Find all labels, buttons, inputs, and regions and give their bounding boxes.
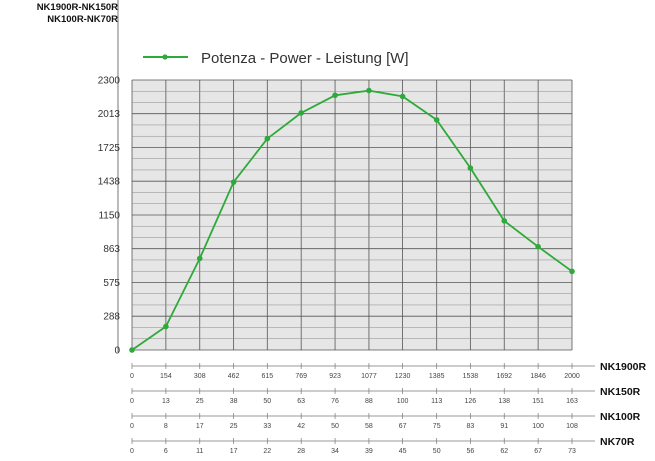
- scale-tick-label: 0: [130, 398, 134, 405]
- data-point: [535, 243, 541, 250]
- y-tick-label: 2013: [98, 109, 121, 120]
- scale-tick-label: 45: [399, 448, 407, 455]
- data-point: [366, 87, 372, 94]
- scale-tick-label: 62: [500, 448, 508, 455]
- scale-tick-label: 25: [196, 398, 204, 405]
- scale-name-label: NK150R: [600, 386, 641, 398]
- scale-tick-label: 1385: [429, 373, 445, 380]
- x-scales: 0 154 308 462 615 769 923 1077 1230 1385 1538 1692 1…: [130, 361, 646, 455]
- scale-tick-label: 28: [297, 448, 305, 455]
- scale-tick-label: 163: [566, 398, 578, 405]
- data-point: [501, 218, 508, 224]
- legend-label: Potenza - Power - Leistung [W]: [201, 50, 409, 67]
- y-tick-labels: 0 288 575 863 1150 1438 1725 2013 2300: [98, 76, 121, 357]
- scale-tick-label: 75: [433, 423, 441, 430]
- scale-tick-label: 22: [263, 448, 271, 455]
- scale-tick-label: 73: [568, 448, 576, 455]
- scale-tick-label: 76: [331, 398, 339, 405]
- legend-marker: [162, 54, 168, 60]
- scale-tick-label: 769: [295, 373, 307, 380]
- scale-tick-label: 17: [196, 423, 204, 430]
- scale-tick-label: 63: [297, 398, 305, 405]
- scale-tick-label: 1692: [496, 373, 512, 380]
- data-point: [467, 165, 474, 171]
- y-tick-label: 1438: [98, 177, 121, 188]
- y-tick-label: 288: [103, 312, 120, 323]
- scale-tick-label: 67: [399, 423, 407, 430]
- scale-tick-label: 17: [230, 448, 238, 455]
- scale-tick-label: 56: [466, 448, 474, 455]
- scale-tick-label: 38: [230, 398, 238, 405]
- data-point: [298, 110, 304, 116]
- scale-tick-label: 108: [566, 423, 578, 430]
- scale-tick-label: 91: [500, 423, 508, 430]
- scale-tick-label: 0: [130, 373, 134, 380]
- y-tick-label: 2300: [98, 76, 121, 87]
- data-point: [332, 92, 338, 99]
- models-title-line1: NK1900R-NK150R: [36, 2, 118, 13]
- y-tick-label: 863: [103, 244, 120, 255]
- data-point: [129, 347, 135, 353]
- y-tick-label: 1725: [98, 143, 121, 154]
- data-point: [264, 135, 271, 142]
- scale-tick-label: 154: [160, 373, 172, 380]
- scale-tick-label: 462: [228, 373, 240, 380]
- scale-tick-label: 83: [466, 423, 474, 430]
- models-title: NK1900R-NK150R NK100R-NK70R: [0, 2, 118, 26]
- scale-tick-label: 100: [397, 398, 409, 405]
- data-point: [399, 93, 406, 100]
- scale-tick-label: 50: [433, 448, 441, 455]
- scale-tick-label: 1538: [463, 373, 479, 380]
- data-point: [196, 255, 203, 262]
- scale-tick-label: 6: [164, 448, 168, 455]
- scale-tick-label: 923: [329, 373, 341, 380]
- scale-tick-label: 11: [196, 448, 203, 455]
- scale-tick-label: 88: [365, 398, 373, 405]
- scale-tick-label: 1077: [361, 373, 377, 380]
- scale-tick-label: 308: [194, 373, 206, 380]
- data-points: [129, 87, 575, 353]
- scale-tick-label: 39: [365, 448, 373, 455]
- scale-tick-label: 67: [534, 448, 542, 455]
- scale-tick-label: 0: [130, 423, 134, 430]
- data-point: [433, 117, 440, 123]
- scale-tick-label: 615: [261, 373, 273, 380]
- y-tick-label: 575: [103, 278, 120, 289]
- series-line-power: [131, 89, 573, 351]
- scale-tick-label: 34: [331, 448, 339, 455]
- scale-tick-label: 1230: [395, 373, 411, 380]
- scale-tick-label: 2000: [564, 373, 580, 380]
- scale-tick-label: 0: [130, 448, 134, 455]
- scale-tick-label: 126: [465, 398, 477, 405]
- data-point: [163, 323, 169, 330]
- scale-tick-label: 113: [431, 398, 442, 405]
- legend: Potenza - Power - Leistung [W]: [143, 50, 409, 67]
- scale-tick-label: 58: [365, 423, 373, 430]
- scale-tick-label: 25: [230, 423, 238, 430]
- scale-tick-label: 151: [532, 398, 544, 405]
- scale-name-label: NK70R: [600, 436, 635, 448]
- data-point: [569, 268, 575, 275]
- scale-tick-label: 100: [532, 423, 544, 430]
- scale-tick-label: 1846: [530, 373, 546, 380]
- grid-lines: [131, 79, 573, 351]
- scale-tick-label: 8: [164, 423, 168, 430]
- scale-tick-label: 33: [263, 423, 271, 430]
- scale-tick-label: 42: [297, 423, 305, 430]
- y-tick-label: 0: [114, 346, 120, 357]
- data-point: [230, 179, 237, 185]
- scale-tick-label: 50: [331, 423, 339, 430]
- scale-tick-label: 50: [263, 398, 271, 405]
- y-tick-label: 1150: [98, 211, 120, 222]
- scale-name-label: NK1900R: [600, 361, 647, 373]
- models-title-line2: NK100R-NK70R: [47, 14, 118, 25]
- scale-name-label: NK100R: [600, 411, 641, 423]
- scale-tick-label: 138: [498, 398, 510, 405]
- scale-tick-label: 13: [162, 398, 170, 405]
